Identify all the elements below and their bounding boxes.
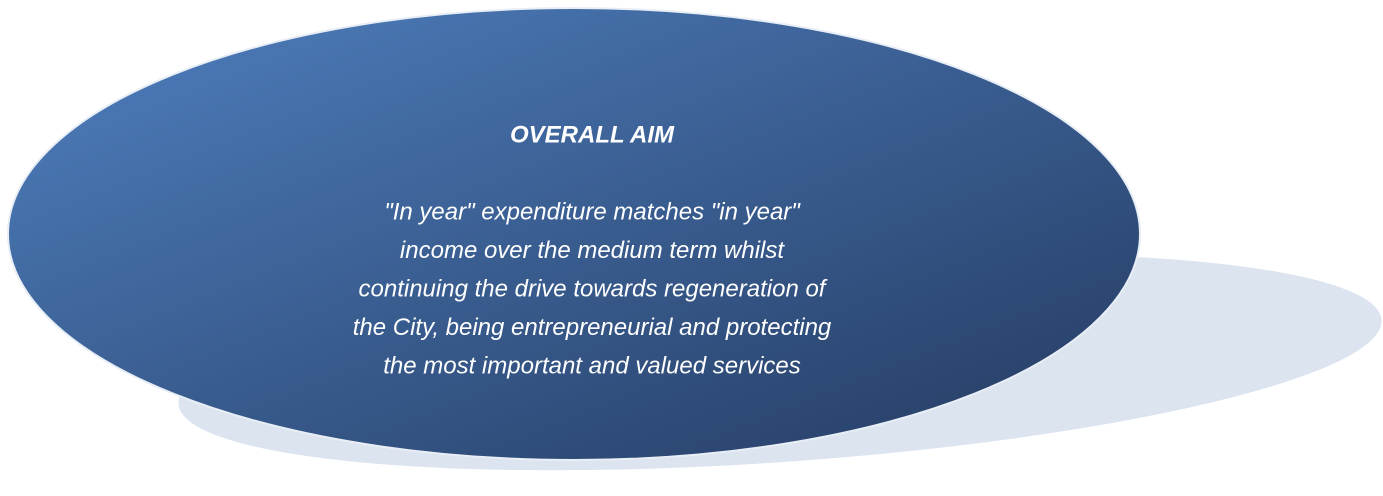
aim-line: "In year" expenditure matches "in year"	[384, 198, 801, 225]
aim-text: "In year" expenditure matches "in year" i…	[353, 198, 832, 379]
aim-title: OVERALL AIM	[510, 121, 675, 148]
aim-line: continuing the drive towards regeneratio…	[359, 275, 828, 302]
aim-line: income over the medium term whilst	[400, 237, 785, 264]
aim-line: the most important and valued services	[383, 352, 801, 379]
aim-line: the City, being entrepreneurial and prot…	[353, 314, 832, 341]
aim-ellipse	[7, 7, 1141, 461]
